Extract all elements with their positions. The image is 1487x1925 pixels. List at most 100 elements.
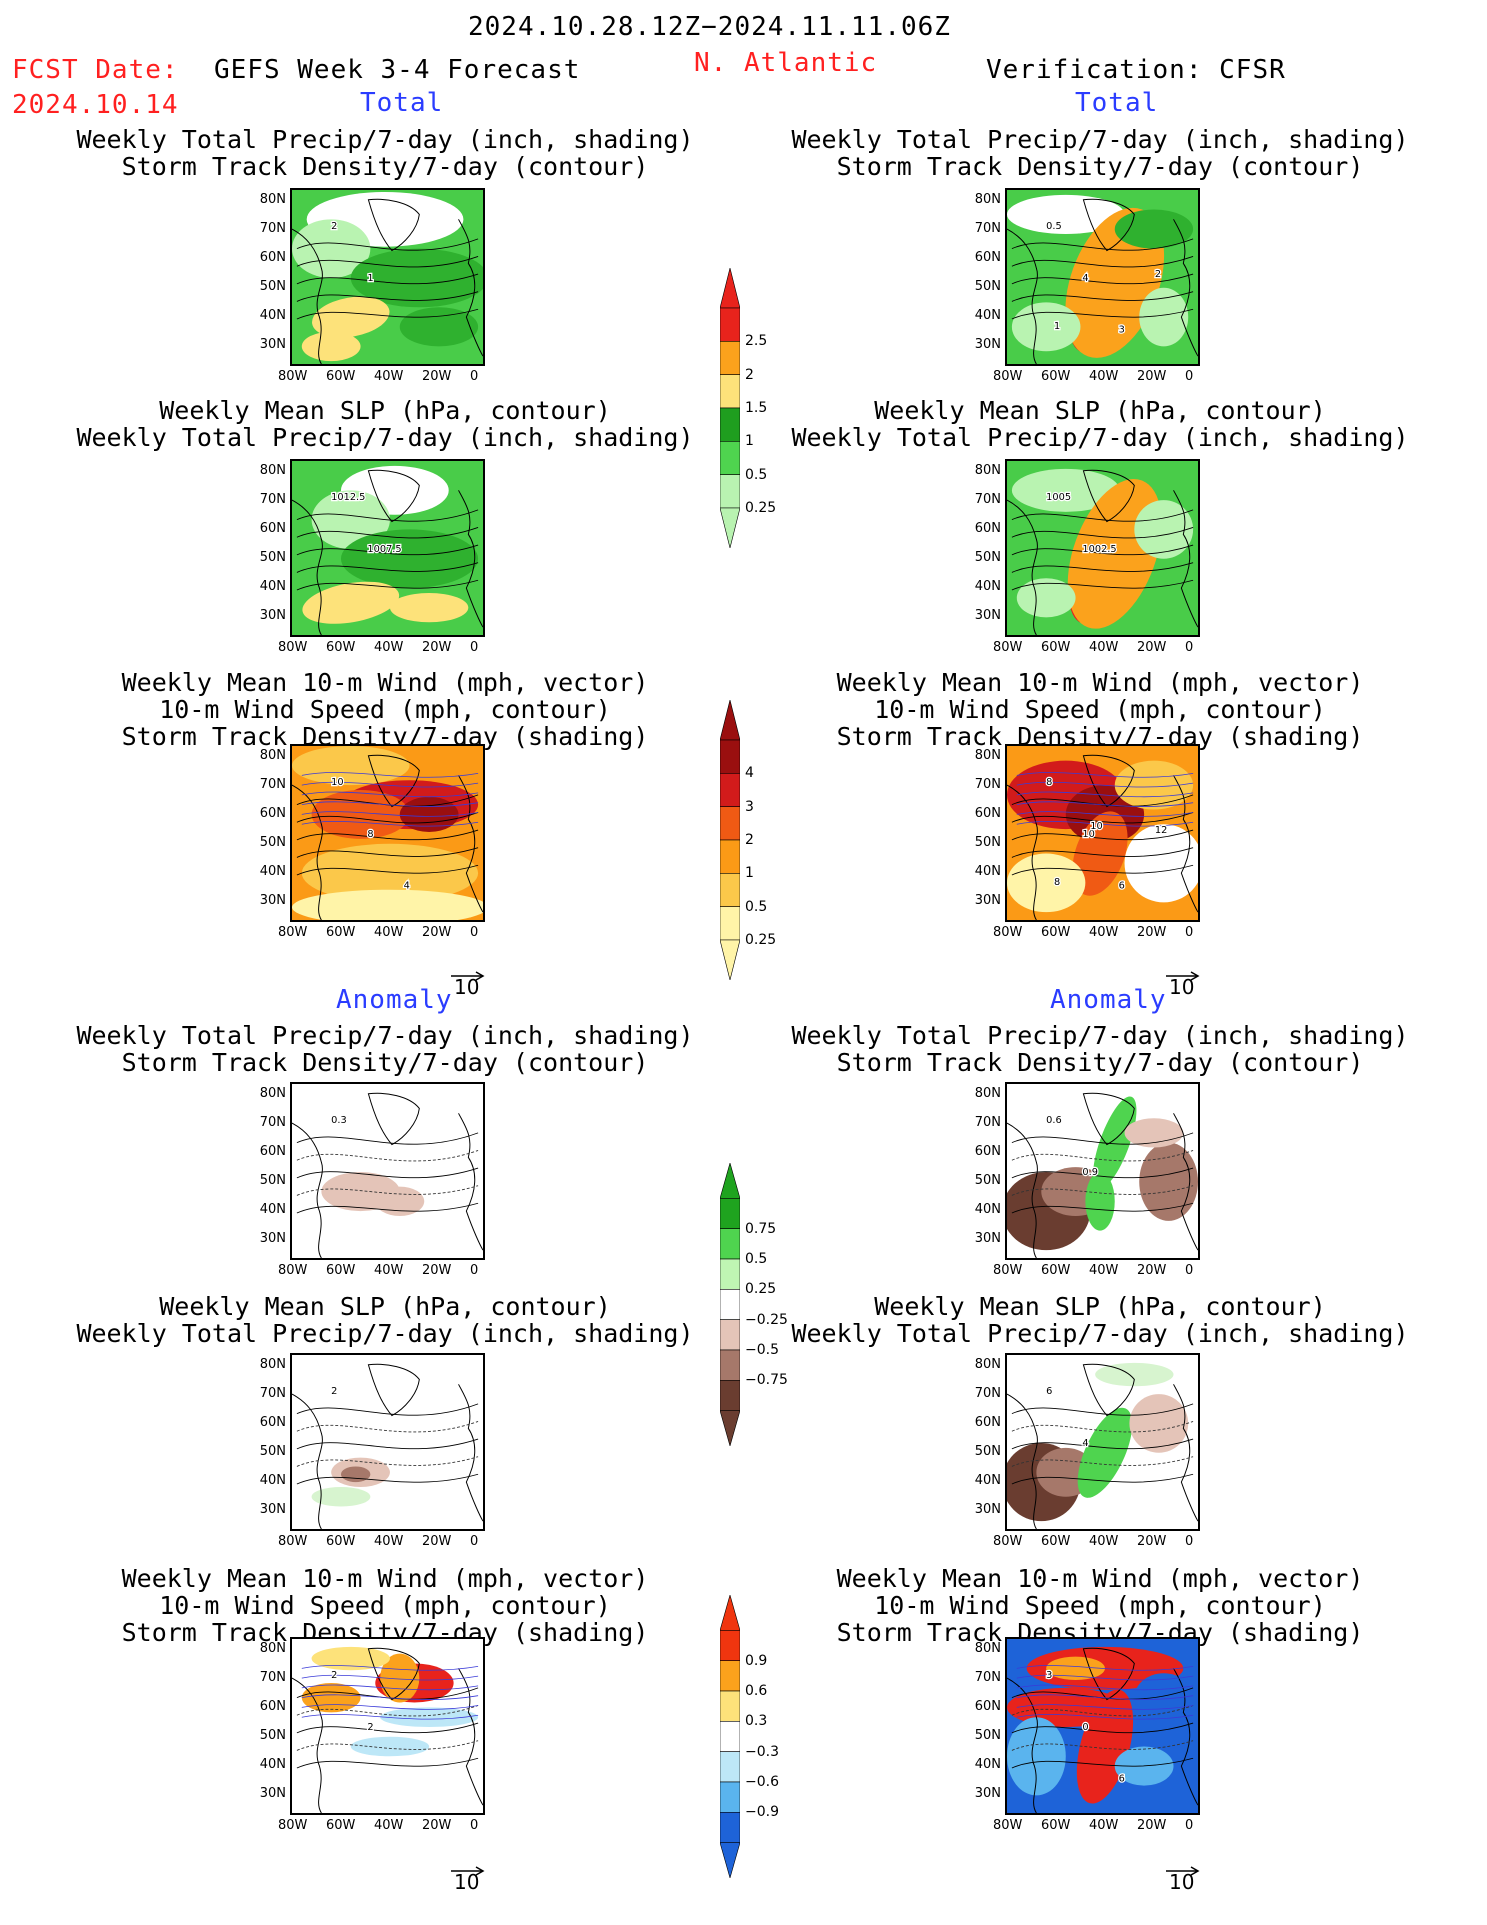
svg-text:1005: 1005 [1046,492,1071,503]
contour-label: 3 [1117,324,1126,337]
title-line: 10-m Wind Speed (mph, contour) [159,695,611,724]
contour-label: 10 [330,776,345,789]
lon-label: 60W [1041,1263,1071,1278]
lon-label: 80W [993,640,1023,655]
colorbar-tick-label: −0.25 [745,1311,788,1328]
lat-label: 30N [259,1786,286,1801]
lon-label: 20W [422,1534,452,1549]
panel-title-6: Weekly Mean 10-m Wind (mph, vector) 10-m… [780,669,1420,750]
lat-label: 70N [259,1386,286,1401]
region-name: N. Atlantic [694,48,878,78]
title-line: 10-m Wind Speed (mph, contour) [874,695,1326,724]
contour-label: 0.5 [1045,220,1063,233]
title-line: Weekly Mean SLP (hPa, contour) [159,396,611,425]
lon-label: 20W [1137,925,1167,940]
vector-ref-arrow-icon [1166,971,1200,981]
title-line: 10-m Wind Speed (mph, contour) [159,1591,611,1620]
map-field-8: 0.6 0.9 [1007,1084,1198,1258]
lat-label: 50N [974,1173,1001,1188]
colorbar-tick-label: 4 [745,765,754,782]
svg-text:1007.5: 1007.5 [367,544,401,555]
contour-label: 1005 [1045,491,1072,504]
title-line: Weekly Mean SLP (hPa, contour) [874,1292,1326,1321]
panel-title-10: Weekly Mean SLP (hPa, contour) Weekly To… [780,1293,1420,1347]
lat-label: 70N [974,1115,1001,1130]
lat-label: 60N [974,250,1001,265]
lat-label: 50N [259,835,286,850]
lat-label: 30N [974,337,1001,352]
lat-label: 70N [974,1670,1001,1685]
map-field-12: 3 0 6 [1007,1639,1198,1813]
lon-label: 80W [993,1263,1023,1278]
colorbar-tick-label: 0.75 [745,1220,777,1237]
colorbar-tick-label: −0.6 [745,1773,779,1790]
lat-label: 60N [974,521,1001,536]
section-total-left: Total [360,88,444,118]
colorbar-tick-label: 0.5 [745,898,768,915]
lon-label: 0 [470,925,479,940]
lat-label: 70N [259,492,286,507]
date-range: 2024.10.28.12Z−2024.11.11.06Z [468,12,951,42]
lon-label: 40W [1089,640,1119,655]
svg-text:1: 1 [1054,321,1060,332]
section-total-right: Total [1075,88,1159,118]
svg-text:0.9: 0.9 [1082,1167,1098,1178]
colorbar-tick-label: −0.5 [745,1341,779,1358]
contour-label: 1002.5 [1081,543,1118,556]
contour-label: 10 [1081,828,1096,841]
map-field-9: 2 [292,1355,483,1529]
vector-ref-label: 10 [454,1870,480,1894]
lon-label: 60W [1041,369,1071,384]
contour-label: 2 [366,1721,375,1734]
lat-label: 50N [259,1728,286,1743]
lon-label: 0 [470,369,479,384]
lon-label: 80W [278,1818,308,1833]
lat-label: 80N [974,1086,1001,1101]
colorbar-tick-label: −0.3 [745,1743,779,1760]
section-anomaly-right: Anomaly [1050,985,1167,1015]
map-field-11: 22 [292,1639,483,1813]
title-line: Weekly Mean SLP (hPa, contour) [159,1292,611,1321]
lon-label: 0 [470,640,479,655]
title-line: Weekly Total Precip/7-day (inch, shading… [76,1021,694,1050]
svg-text:0.5: 0.5 [1046,221,1062,232]
title-line: Weekly Total Precip/7-day (inch, shading… [76,1319,694,1348]
lon-label: 20W [422,640,452,655]
contour-label: 6 [1117,880,1126,893]
title-line: Weekly Mean SLP (hPa, contour) [874,396,1326,425]
lon-label: 40W [374,1534,404,1549]
contour-label: 4 [1081,272,1090,285]
vector-ref-arrow-icon [1166,1866,1200,1876]
svg-text:10: 10 [1082,829,1094,840]
lon-label: 40W [374,369,404,384]
lon-label: 60W [326,925,356,940]
vector-ref-3: 10 [450,967,486,999]
lon-label: 20W [1137,1534,1167,1549]
vector-ref-arrow-icon [451,971,485,981]
colorbar-tick-label: −0.9 [745,1804,779,1821]
svg-text:2: 2 [331,221,337,232]
colorbar-tick-label: 2 [745,366,754,383]
colorbar-anom-precip [719,1161,741,1448]
lat-label: 30N [974,1502,1001,1517]
panel-title-3: Weekly Mean SLP (hPa, contour) Weekly To… [65,397,705,451]
panel-title-7: Weekly Total Precip/7-day (inch, shading… [65,1022,705,1076]
contour-label: 1012.5 [330,491,367,504]
svg-text:3: 3 [1046,1670,1052,1681]
vector-ref-arrow-icon [451,1866,485,1876]
lat-label: 50N [974,279,1001,294]
lat-label: 60N [974,1699,1001,1714]
contour-label: 10 [1089,820,1104,833]
lon-label: 0 [1185,925,1194,940]
contour-label: 6 [1045,1385,1054,1398]
lon-label: 40W [1089,369,1119,384]
lon-label: 20W [422,1818,452,1833]
svg-text:2: 2 [1155,269,1161,280]
colorbar-tick-label: −0.75 [745,1372,788,1389]
map-field-7: 0.3 [292,1084,483,1258]
map-field-6: 8 10 6 12 8 10 [1007,746,1198,920]
lon-label: 20W [422,925,452,940]
title-line: Weekly Total Precip/7-day (inch, shading… [76,423,694,452]
map-panel-5: 10 8 4 [290,744,485,922]
lon-label: 60W [326,1818,356,1833]
